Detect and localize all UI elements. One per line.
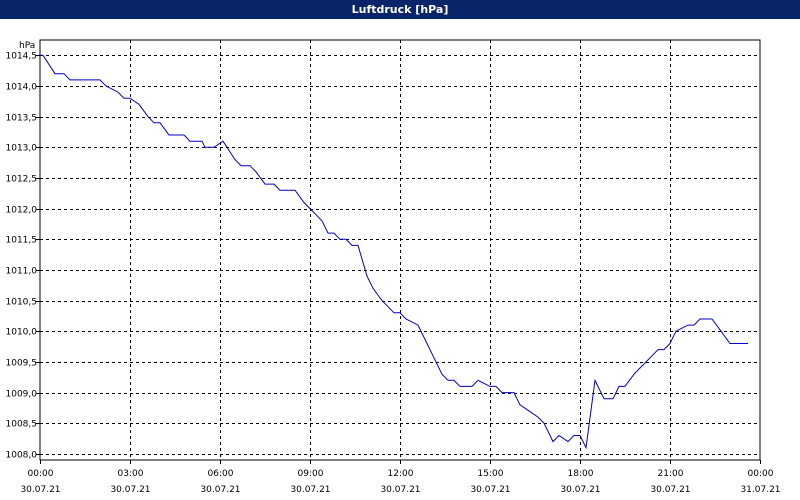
y-tick-label: 1011,5 bbox=[6, 236, 38, 246]
x-tick-time-label: 18:00 bbox=[568, 469, 594, 479]
y-tick-label: 1010,5 bbox=[6, 298, 38, 308]
y-tick-label: 1009,0 bbox=[6, 390, 38, 400]
y-tick-label: 1013,5 bbox=[6, 114, 38, 124]
y-tick-label: 1012,5 bbox=[6, 175, 38, 185]
x-tick-date-label: 30.07.21 bbox=[20, 485, 60, 495]
pressure-series-line bbox=[40, 54, 748, 450]
series-group bbox=[40, 54, 748, 450]
y-tick-label: 1009,5 bbox=[6, 359, 38, 369]
y-tick-label: 1012,0 bbox=[6, 206, 38, 216]
x-tick-time-label: 09:00 bbox=[298, 469, 324, 479]
x-tick-time-label: 00:00 bbox=[748, 469, 774, 479]
x-tick-time-label: 06:00 bbox=[208, 469, 234, 479]
y-tick-label: 1011,0 bbox=[6, 267, 38, 277]
y-tick-label: 1008,5 bbox=[6, 420, 38, 430]
x-tick-date-label: 30.07.21 bbox=[380, 485, 420, 495]
x-tick-date-label: 30.07.21 bbox=[200, 485, 240, 495]
x-tick-time-label: 00:00 bbox=[28, 469, 54, 479]
x-tick-date-label: 30.07.21 bbox=[470, 485, 510, 495]
x-tick-time-label: 03:00 bbox=[118, 469, 144, 479]
y-axis-ticks: 1008,0 1008,5 1009,0 1009,5 1010,0 1010,5 1011… bbox=[6, 52, 40, 461]
x-tick-date-label: 30.07.21 bbox=[290, 485, 330, 495]
y-tick-label: 1008,0 bbox=[6, 451, 38, 461]
x-tick-date-label: 30.07.21 bbox=[650, 485, 690, 495]
grid-lines bbox=[40, 40, 760, 460]
x-tick-time-label: 15:00 bbox=[478, 469, 504, 479]
x-tick-date-label: 30.07.21 bbox=[560, 485, 600, 495]
x-tick-time-label: 21:00 bbox=[658, 469, 684, 479]
plot-frame bbox=[39, 39, 761, 461]
y-axis-label: hPa bbox=[19, 41, 35, 51]
window-title: Luftdruck [hPa] bbox=[0, 0, 800, 19]
x-tick-date-label: 31.07.21 bbox=[740, 485, 780, 495]
y-tick-label: 1013,0 bbox=[6, 144, 38, 154]
y-tick-label: 1014,0 bbox=[6, 83, 38, 93]
y-tick-label: 1010,0 bbox=[6, 328, 38, 338]
x-tick-time-label: 12:00 bbox=[388, 469, 414, 479]
y-tick-label: 1014,5 bbox=[6, 52, 38, 62]
x-axis-ticks: 00:00 30.07.21 03:00 30.07.21 06:00 30.07.21 0… bbox=[20, 460, 781, 495]
x-tick-date-label: 30.07.21 bbox=[110, 485, 150, 495]
